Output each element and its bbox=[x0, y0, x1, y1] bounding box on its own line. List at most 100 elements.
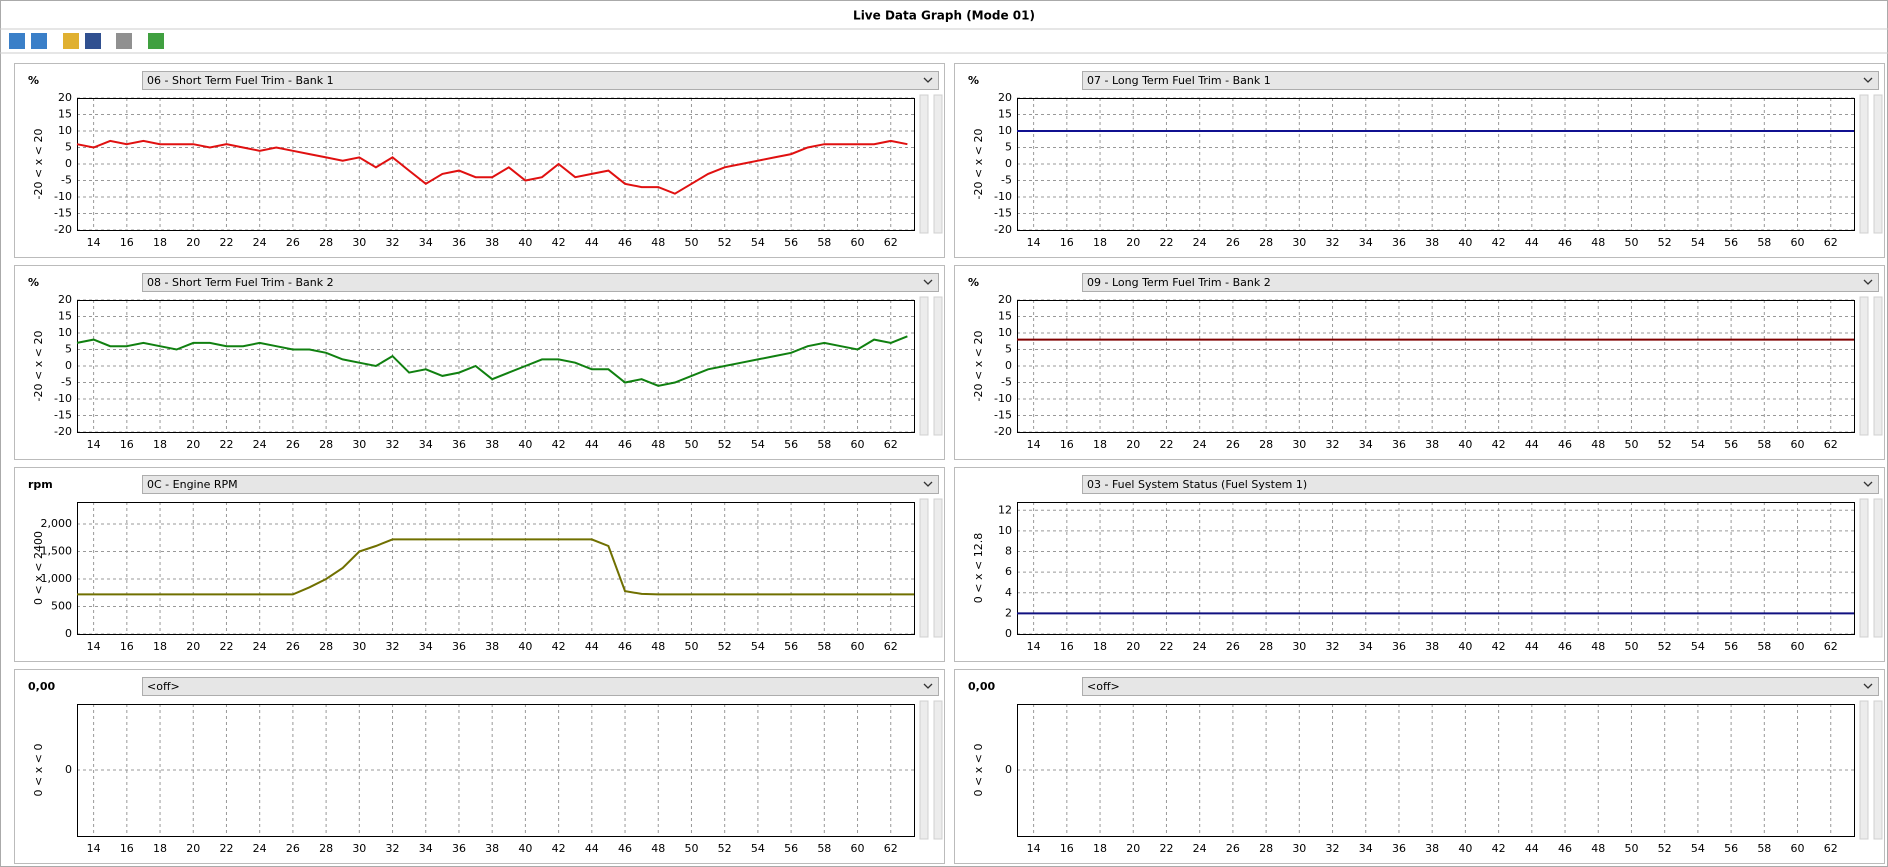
panel-frame bbox=[14, 669, 945, 864]
x-tick-label: 48 bbox=[651, 640, 665, 653]
pid-dropdown[interactable] bbox=[142, 71, 939, 90]
x-tick-label: 14 bbox=[1027, 236, 1041, 249]
x-tick-label: 20 bbox=[186, 236, 200, 249]
x-tick-label: 50 bbox=[1624, 842, 1638, 855]
plot-frame bbox=[1017, 300, 1855, 433]
x-tick-label: 24 bbox=[1193, 438, 1207, 451]
x-tick-label: 14 bbox=[1027, 438, 1041, 451]
pid-dropdown-text: 0C - Engine RPM bbox=[147, 478, 238, 491]
x-tick-label: 40 bbox=[518, 236, 532, 249]
level-gauge bbox=[919, 94, 929, 234]
y-tick-label: 15 bbox=[998, 108, 1012, 121]
x-tick-label: 14 bbox=[87, 236, 101, 249]
x-tick-label: 42 bbox=[1492, 842, 1506, 855]
dropdown-arrow bbox=[923, 279, 933, 285]
x-tick-label: 42 bbox=[552, 438, 566, 451]
x-tick-label: 46 bbox=[1558, 640, 1572, 653]
y-tick-label: 4 bbox=[1005, 586, 1012, 599]
pid-dropdown[interactable] bbox=[1082, 71, 1879, 90]
x-tick-label: 24 bbox=[1193, 640, 1207, 653]
y-axis-label: -20 < x < 20 bbox=[972, 129, 985, 200]
y-axis-label: -20 < x < 20 bbox=[32, 331, 45, 402]
x-tick-label: 26 bbox=[1226, 842, 1240, 855]
y-tick-label: -5 bbox=[61, 174, 72, 187]
y-tick-label: 20 bbox=[998, 91, 1012, 104]
window-title: Live Data Graph (Mode 01) bbox=[853, 9, 1035, 23]
x-tick-label: 54 bbox=[1691, 842, 1705, 855]
y-tick-label: 0 bbox=[1005, 157, 1012, 170]
data-line bbox=[76, 139, 908, 195]
dropdown-arrow bbox=[923, 77, 933, 83]
x-tick-label: 32 bbox=[386, 438, 400, 451]
y-tick-label: -15 bbox=[54, 409, 72, 422]
x-tick-label: 58 bbox=[1757, 236, 1771, 249]
y-tick-label: -15 bbox=[54, 207, 72, 220]
x-tick-label: 36 bbox=[1392, 438, 1406, 451]
y-axis-label: -20 < x < 20 bbox=[32, 129, 45, 200]
x-tick-label: 30 bbox=[1292, 236, 1306, 249]
x-tick-label: 56 bbox=[1724, 236, 1738, 249]
y-tick-label: 20 bbox=[998, 293, 1012, 306]
x-tick-label: 58 bbox=[1757, 438, 1771, 451]
panel-frame bbox=[14, 467, 945, 662]
y-tick-label: 15 bbox=[58, 310, 72, 323]
x-tick-label: 62 bbox=[884, 438, 898, 451]
x-tick-label: 54 bbox=[751, 640, 765, 653]
x-tick-label: 24 bbox=[1193, 236, 1207, 249]
panel-frame bbox=[954, 265, 1885, 460]
pid-dropdown[interactable] bbox=[142, 273, 939, 292]
open-button[interactable] bbox=[63, 33, 79, 49]
x-tick-label: 30 bbox=[352, 842, 366, 855]
x-tick-label: 38 bbox=[485, 842, 499, 855]
y-tick-label: 15 bbox=[58, 108, 72, 121]
pid-dropdown[interactable] bbox=[1082, 273, 1879, 292]
x-tick-label: 46 bbox=[618, 236, 632, 249]
y-tick-label: 5 bbox=[65, 141, 72, 154]
x-tick-label: 56 bbox=[784, 842, 798, 855]
x-tick-label: 26 bbox=[286, 842, 300, 855]
x-tick-label: 46 bbox=[618, 640, 632, 653]
data-line bbox=[76, 335, 908, 387]
x-tick-label: 52 bbox=[1658, 236, 1672, 249]
y-tick-label: 20 bbox=[58, 91, 72, 104]
x-tick-label: 22 bbox=[219, 438, 233, 451]
pid-dropdown[interactable] bbox=[1082, 677, 1879, 696]
y-tick-label: -15 bbox=[994, 207, 1012, 220]
y-tick-label: 10 bbox=[58, 326, 72, 339]
pid-dropdown[interactable] bbox=[142, 677, 939, 696]
x-tick-label: 42 bbox=[1492, 438, 1506, 451]
y-tick-label: 5 bbox=[1005, 141, 1012, 154]
x-tick-label: 16 bbox=[120, 438, 134, 451]
y-tick-label: -5 bbox=[61, 376, 72, 389]
x-tick-label: 60 bbox=[851, 842, 865, 855]
x-tick-label: 18 bbox=[1093, 236, 1107, 249]
graph-panel: % 07 - Long Term Fuel Trim - Bank 1 -20 < … bbox=[954, 63, 1885, 258]
x-tick-label: 50 bbox=[1624, 640, 1638, 653]
print-button[interactable] bbox=[116, 33, 132, 49]
pid-dropdown[interactable] bbox=[1082, 475, 1879, 494]
x-tick-label: 50 bbox=[684, 236, 698, 249]
x-tick-label: 54 bbox=[751, 438, 765, 451]
unit-label: % bbox=[28, 276, 39, 289]
export-button[interactable] bbox=[148, 33, 164, 49]
x-tick-label: 22 bbox=[219, 640, 233, 653]
y-tick-label: 1,500 bbox=[41, 545, 73, 558]
x-tick-label: 14 bbox=[87, 438, 101, 451]
y-tick-label: 0 bbox=[1005, 763, 1012, 776]
x-tick-label: 32 bbox=[386, 842, 400, 855]
x-tick-label: 54 bbox=[751, 842, 765, 855]
add-graph-button[interactable] bbox=[9, 33, 25, 49]
x-tick-label: 32 bbox=[1326, 438, 1340, 451]
save-button[interactable] bbox=[85, 33, 101, 49]
y-tick-label: -5 bbox=[1001, 376, 1012, 389]
remove-graph-button[interactable] bbox=[31, 33, 47, 49]
plot-frame bbox=[77, 300, 915, 433]
x-tick-label: 36 bbox=[452, 438, 466, 451]
x-tick-label: 18 bbox=[1093, 438, 1107, 451]
x-tick-label: 44 bbox=[1525, 842, 1539, 855]
pid-dropdown[interactable] bbox=[142, 475, 939, 494]
x-tick-label: 36 bbox=[452, 842, 466, 855]
pid-dropdown-text: 08 - Short Term Fuel Trim - Bank 2 bbox=[147, 276, 334, 289]
x-tick-label: 44 bbox=[585, 438, 599, 451]
x-tick-label: 32 bbox=[386, 640, 400, 653]
